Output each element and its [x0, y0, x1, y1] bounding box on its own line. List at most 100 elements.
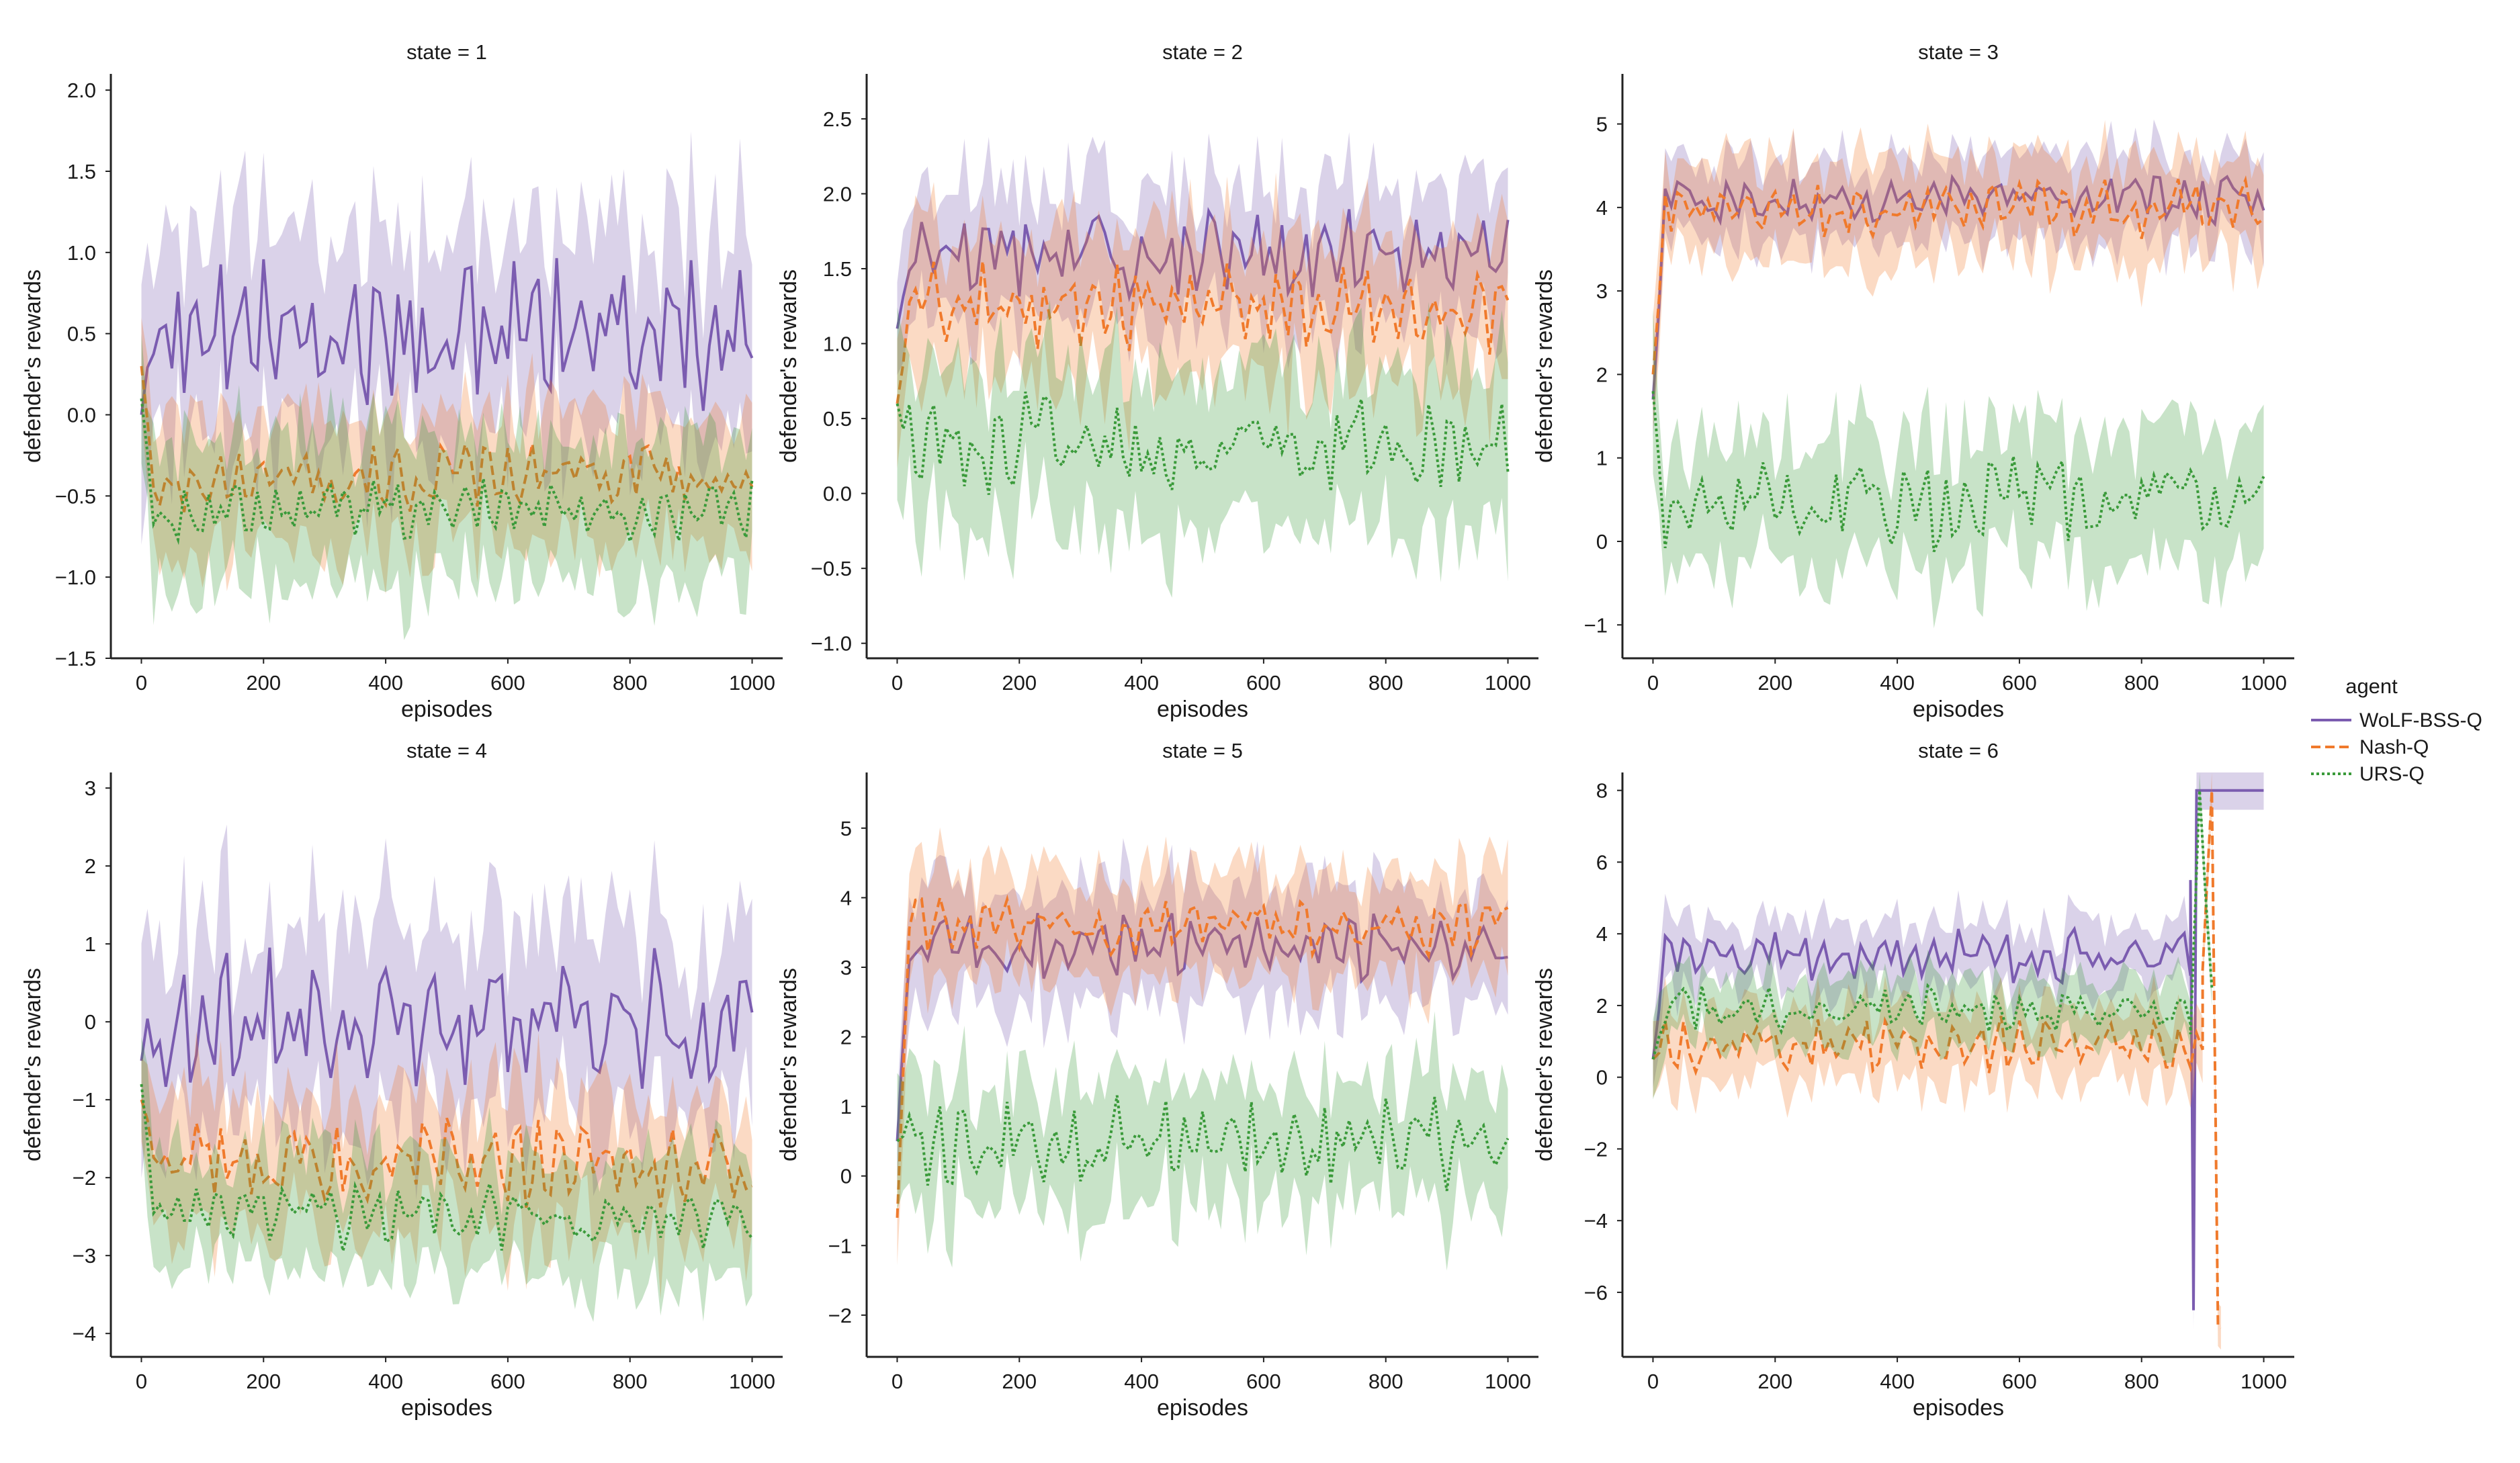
x-tick-label: 0	[136, 671, 147, 695]
y-tick-label: 0	[1596, 1066, 1608, 1090]
x-tick-label: 200	[1002, 1370, 1037, 1393]
y-tick-label: 1	[840, 1095, 852, 1118]
y-tick-label: 2.5	[823, 107, 852, 131]
legend-item-nash-q: Nash-Q	[2311, 736, 2429, 758]
y-tick-label: −1	[1584, 613, 1608, 637]
y-tick-label: 2	[1596, 994, 1608, 1018]
band-urs-q	[141, 1036, 752, 1322]
y-tick-label: 8	[1596, 779, 1608, 803]
line-wolf-bss-q	[1651, 173, 2265, 400]
x-tick-label: 0	[1647, 1370, 1659, 1393]
y-tick-label: −0.5	[811, 557, 852, 580]
panel-title: state = 1	[406, 40, 487, 64]
y-tick-label: 5	[1596, 113, 1608, 136]
x-axis-label: episodes	[1157, 697, 1248, 722]
y-tick-label: 1.0	[67, 241, 96, 265]
panel-state-5: state = 5 0 200 400 600 800 1000 −2 −1 0 1 2 3 4 5 epis…	[776, 739, 1538, 1421]
x-axis-label: episodes	[1913, 1395, 2004, 1421]
y-tick-label: 0.0	[67, 404, 96, 427]
x-tick-label: 1000	[2241, 1370, 2287, 1393]
x-tick-label: 200	[1757, 671, 1792, 695]
y-tick-label: 1	[1596, 447, 1608, 470]
y-tick-label: −6	[1584, 1281, 1608, 1304]
x-tick-label: 200	[246, 1370, 281, 1393]
y-tick-label: −2	[73, 1166, 96, 1190]
line-wolf-bss-q	[896, 913, 1508, 1142]
line-nash-q	[140, 1099, 753, 1208]
x-tick-label: 200	[246, 671, 281, 695]
x-axis-label: episodes	[1913, 697, 2004, 722]
panel-title: state = 3	[1918, 40, 1999, 64]
x-tick-label: 0	[136, 1370, 147, 1393]
x-tick-label: 600	[2002, 671, 2037, 695]
y-tick-label: 6	[1596, 850, 1608, 874]
x-tick-label: 800	[2124, 1370, 2159, 1393]
band-urs-q	[1653, 308, 2264, 629]
x-tick-label: 600	[490, 671, 525, 695]
legend-label: WoLF-BSS-Q	[2359, 709, 2482, 732]
x-tick-label: 0	[1647, 671, 1659, 695]
y-tick-label: −1.5	[55, 647, 96, 670]
x-tick-label: 800	[1368, 671, 1403, 695]
y-tick-label: 1.5	[823, 257, 852, 281]
band-urs-q	[897, 1011, 1508, 1271]
y-tick-label: 1	[85, 932, 96, 956]
x-tick-label: 1000	[2241, 671, 2287, 695]
y-axis-label: defender's rewards	[1532, 269, 1557, 463]
x-tick-label: 600	[490, 1370, 525, 1393]
y-tick-label: 2	[1596, 363, 1608, 386]
y-tick-label: 4	[1596, 922, 1608, 946]
x-tick-label: 1000	[1485, 1370, 1531, 1393]
x-tick-label: 200	[1757, 1370, 1792, 1393]
x-tick-label: 800	[2124, 671, 2159, 695]
legend: agent WoLF-BSS-Q Nash-Q URS-Q	[2311, 674, 2482, 785]
y-axis-label: defender's rewards	[20, 269, 46, 463]
band-nash-q	[897, 827, 1508, 1266]
y-tick-label: −4	[1584, 1209, 1608, 1233]
y-tick-label: 4	[840, 886, 852, 910]
band-wolf-bss-q	[141, 131, 752, 545]
x-tick-label: 200	[1002, 671, 1037, 695]
x-tick-label: 400	[368, 671, 403, 695]
panel-title: state = 2	[1162, 40, 1243, 64]
y-tick-label: −4	[73, 1322, 96, 1345]
legend-label: URS-Q	[2359, 763, 2425, 785]
y-tick-label: 2	[840, 1026, 852, 1049]
y-tick-label: 0	[840, 1165, 852, 1188]
x-tick-label: 0	[892, 671, 903, 695]
band-nash-q	[1653, 120, 2264, 432]
y-tick-label: 4	[1596, 196, 1608, 220]
x-tick-label: 400	[1880, 671, 1915, 695]
band-wolf-bss-q	[141, 824, 752, 1200]
legend-title: agent	[2345, 674, 2398, 698]
line-wolf-bss-q	[1651, 789, 2264, 1311]
line-wolf-bss-q	[140, 258, 754, 415]
line-urs-q	[896, 1095, 1510, 1192]
y-tick-label: −1	[828, 1234, 852, 1257]
x-tick-label: 1000	[729, 1370, 775, 1393]
x-tick-label: 600	[1246, 1370, 1281, 1393]
legend-label: Nash-Q	[2359, 736, 2429, 758]
y-tick-label: −2	[828, 1304, 852, 1327]
y-tick-label: 0	[1596, 530, 1608, 553]
band-urs-q	[1653, 772, 2212, 1100]
y-tick-label: 1.5	[67, 160, 96, 183]
x-tick-label: 0	[892, 1370, 903, 1393]
y-tick-label: 3	[85, 777, 96, 800]
y-tick-label: 2.0	[823, 182, 852, 206]
line-nash-q	[896, 261, 1510, 404]
panel-state-2: state = 2 0 200 400 600 800 1000 −1.0 −0.5 0.0 0.5…	[776, 40, 1538, 722]
y-tick-label: 3	[1596, 279, 1608, 303]
y-tick-label: −1.0	[811, 632, 852, 656]
y-tick-label: −3	[73, 1244, 96, 1268]
x-tick-label: 400	[1880, 1370, 1915, 1393]
y-tick-label: −1.0	[55, 566, 96, 589]
x-axis-label: episodes	[401, 697, 492, 722]
y-axis-label: defender's rewards	[1532, 968, 1557, 1161]
line-wolf-bss-q	[140, 947, 754, 1089]
y-tick-label: −2	[1584, 1137, 1608, 1161]
y-tick-label: −0.5	[55, 484, 96, 508]
panel-title: state = 6	[1918, 739, 1999, 762]
line-urs-q	[1651, 391, 2265, 553]
